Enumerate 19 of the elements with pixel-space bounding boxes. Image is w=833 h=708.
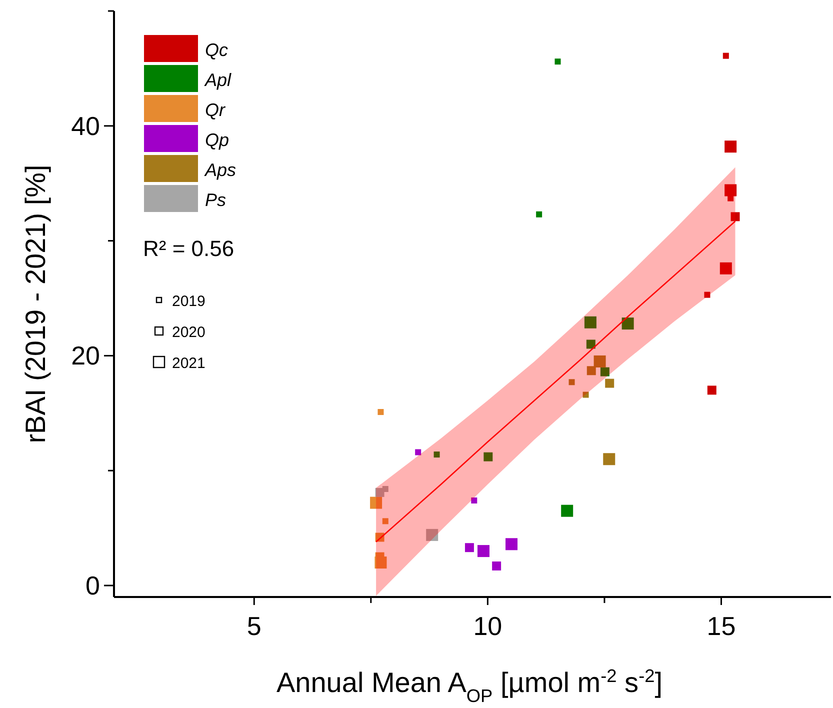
legend-label: Qc — [205, 40, 228, 60]
legend-label: Ps — [205, 190, 226, 210]
size-legend: 2019 2020 2021 — [152, 293, 206, 372]
y-tick-label: 0 — [86, 570, 100, 601]
legend-label: Qp — [205, 130, 230, 150]
x-tick-label: 15 — [706, 611, 736, 641]
x-tick-label: 10 — [473, 611, 502, 641]
legend-label: Qr — [205, 100, 226, 120]
legend-label: Aps — [204, 160, 236, 180]
x-tick-label: 5 — [246, 611, 262, 641]
y-tick-label: 20 — [71, 340, 100, 371]
annotation: R² = 0.56 — [143, 236, 234, 261]
x-axis-title: Annual Mean A$_{OP}$ [µmol m$^{-2}$ s$^{-2}$] — [276, 666, 663, 706]
y-axis-title: rBAI (2019 - 2021) [%] — [20, 164, 51, 444]
annotation: 2020 — [172, 324, 206, 341]
y-tick-label: 40 — [71, 110, 100, 141]
annotation: 2021 — [172, 355, 206, 372]
annotation: 2019 — [172, 293, 206, 310]
legend-label: Apl — [204, 70, 232, 90]
